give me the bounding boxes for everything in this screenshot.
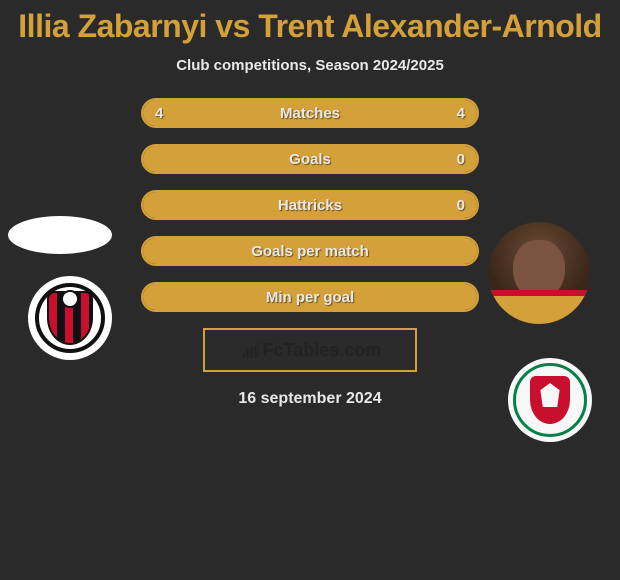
player-photo-left [8, 216, 112, 254]
page-title: Illia Zabarnyi vs Trent Alexander-Arnold [0, 0, 620, 45]
stat-value-right: 4 [457, 105, 465, 122]
stat-label: Matches [280, 105, 340, 122]
watermark-text: FcTables.com [263, 340, 382, 361]
stat-value-right: 0 [457, 151, 465, 168]
stat-row: Min per goal [141, 282, 479, 312]
stat-label: Min per goal [266, 289, 354, 306]
stat-value-left: 4 [155, 105, 163, 122]
stats-area: 4 4 Matches 0 Goals 0 Hattricks Goals per match… [0, 98, 620, 408]
club-badge-right [499, 358, 601, 442]
chart-bars-icon [239, 342, 259, 358]
club-badge-left [19, 276, 121, 360]
stat-label: Goals per match [251, 243, 369, 260]
stat-label: Goals [289, 151, 331, 168]
watermark-box: FcTables.com [203, 328, 417, 372]
stat-row: 0 Goals [141, 144, 479, 174]
stat-row: Goals per match [141, 236, 479, 266]
stat-value-right: 0 [457, 197, 465, 214]
stat-label: Hattricks [278, 197, 342, 214]
stat-row: 0 Hattricks [141, 190, 479, 220]
player-photo-right [488, 222, 590, 324]
stat-row: 4 4 Matches [141, 98, 479, 128]
subtitle: Club competitions, Season 2024/2025 [0, 57, 620, 74]
